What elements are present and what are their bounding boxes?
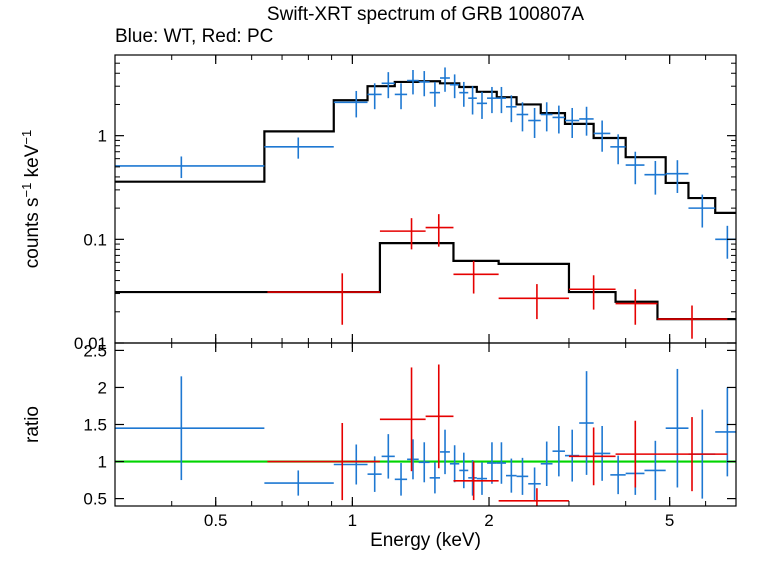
x-axis-label: Energy (keV) xyxy=(370,530,481,551)
top-panel-data xyxy=(115,67,736,338)
chart-title: Swift-XRT spectrum of GRB 100807A xyxy=(267,4,584,25)
xtick-label: 1 xyxy=(348,511,357,530)
chart-subtitle: Blue: WT, Red: PC xyxy=(115,26,273,47)
y-axis-label-top: counts s−1 keV−1 xyxy=(19,130,44,268)
xtick-label: 5 xyxy=(665,511,674,530)
plot-svg: Swift-XRT spectrum of GRB 100807ABlue: W… xyxy=(0,0,758,556)
ytick-label: 1.5 xyxy=(83,416,107,435)
xrt-spectrum-plot: Swift-XRT spectrum of GRB 100807ABlue: W… xyxy=(0,0,758,556)
ytick-label: 2 xyxy=(98,378,107,397)
bottom-panel-frame xyxy=(115,343,736,506)
bottom-panel-data xyxy=(115,364,736,513)
y-axis-label-bottom: ratio xyxy=(22,406,43,443)
xtick-label: 2 xyxy=(484,511,493,530)
wt-spectrum-series xyxy=(115,67,736,258)
pc-model-step xyxy=(115,243,736,319)
ytick-label: 1 xyxy=(98,453,107,472)
ytick-label: 0.1 xyxy=(83,230,107,249)
wt-model-step xyxy=(115,81,736,213)
ytick-label: 2.5 xyxy=(83,341,107,360)
xtick-label: 0.5 xyxy=(204,511,228,530)
wt-ratio-series xyxy=(115,369,736,500)
ytick-label: 1 xyxy=(98,127,107,146)
ytick-label: 0.5 xyxy=(83,490,107,509)
top-panel-frame xyxy=(115,55,736,343)
pc-ratio-series xyxy=(267,364,727,513)
